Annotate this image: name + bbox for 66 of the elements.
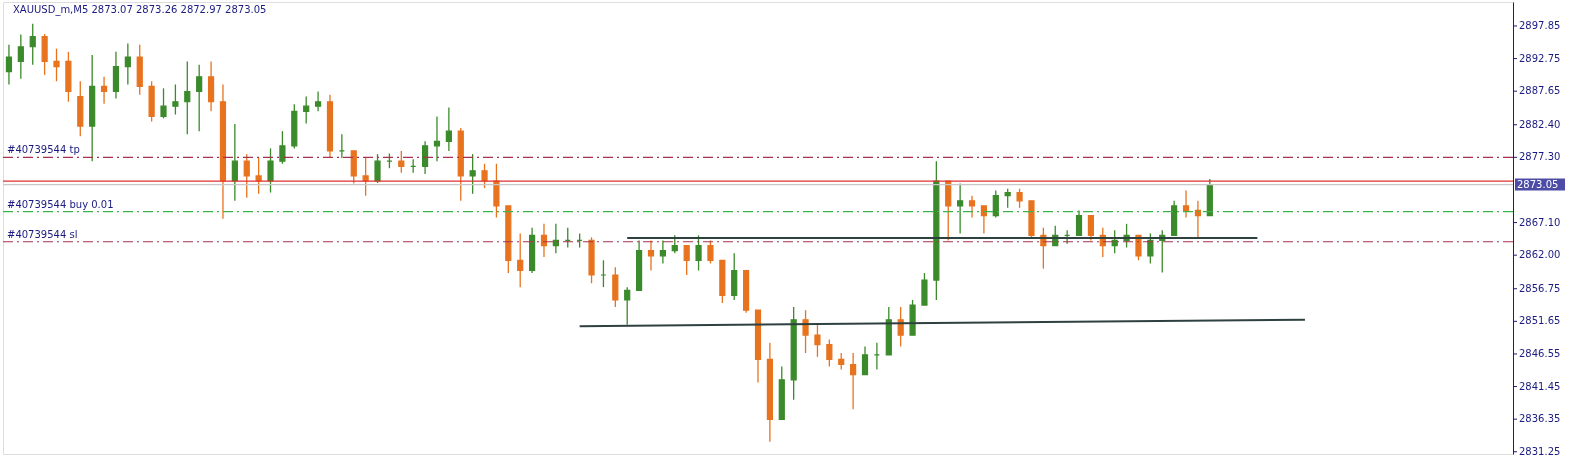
candlestick bbox=[683, 244, 690, 276]
candlestick bbox=[1135, 234, 1142, 261]
candlestick bbox=[445, 106, 452, 152]
candlestick bbox=[968, 195, 976, 219]
y-tick-label: 2892.75 bbox=[1519, 52, 1561, 64]
candlestick bbox=[243, 153, 250, 199]
candlestick bbox=[826, 338, 833, 368]
candlestick bbox=[53, 48, 60, 82]
candlestick bbox=[100, 76, 108, 105]
candlestick bbox=[231, 123, 238, 202]
candlestick bbox=[267, 147, 274, 194]
candlestick bbox=[695, 234, 702, 272]
candlestick bbox=[279, 130, 286, 165]
y-tick-label: 2877.30 bbox=[1519, 151, 1561, 163]
candlestick bbox=[255, 157, 262, 195]
candlestick bbox=[421, 140, 429, 175]
candlestick bbox=[659, 239, 666, 265]
y-tick-label: 2851.65 bbox=[1519, 315, 1561, 327]
candlestick bbox=[303, 95, 310, 125]
candlestick bbox=[1147, 232, 1154, 265]
candlestick bbox=[992, 189, 999, 219]
candlestick bbox=[124, 42, 131, 86]
y-tick-label: 2841.45 bbox=[1519, 380, 1561, 392]
y-tick-label: 2846.55 bbox=[1519, 347, 1561, 359]
candlestick bbox=[1087, 214, 1095, 242]
candlestick bbox=[160, 87, 167, 120]
candlestick bbox=[469, 153, 476, 195]
candlestick bbox=[196, 64, 203, 132]
y-tick-label: 2831.25 bbox=[1519, 445, 1561, 457]
candlestick bbox=[1004, 188, 1011, 209]
candlestick bbox=[540, 223, 548, 258]
candlestick bbox=[624, 286, 631, 326]
candlestick bbox=[814, 322, 821, 358]
ref-line-label: #40739544 tp bbox=[7, 144, 80, 156]
candlestick bbox=[1016, 188, 1023, 209]
y-tick-label: 2862.00 bbox=[1519, 249, 1561, 261]
candlestick bbox=[362, 157, 369, 197]
candlestick bbox=[1182, 189, 1190, 219]
candlestick bbox=[17, 33, 24, 80]
candlestick bbox=[398, 150, 405, 174]
candlestick bbox=[481, 163, 488, 189]
y-tick-label: 2856.75 bbox=[1519, 282, 1561, 294]
ref-line-label: #40739544 buy 0.01 bbox=[7, 198, 114, 210]
ref-line-label: #40739544 sl bbox=[7, 228, 78, 240]
y-tick-label: 2882.40 bbox=[1519, 118, 1561, 130]
candlestick bbox=[172, 83, 179, 116]
candlestick bbox=[647, 239, 655, 272]
candlestick bbox=[5, 44, 13, 86]
candlestick bbox=[861, 345, 869, 376]
candlestick bbox=[1075, 209, 1083, 236]
y-tick-label: 2867.10 bbox=[1519, 216, 1561, 228]
y-tick-label: 2836.35 bbox=[1519, 413, 1561, 425]
candlestick bbox=[184, 60, 191, 135]
candlestick bbox=[374, 153, 381, 184]
candlestick bbox=[980, 205, 988, 235]
candlestick bbox=[517, 232, 524, 288]
ref-line-label: 2873.05 bbox=[1517, 178, 1559, 190]
chart-title: XAUUSD_m,M5 2873.07 2873.26 2872.97 2873.05 bbox=[13, 4, 267, 16]
candlestick bbox=[707, 239, 714, 265]
y-tick-label: 2897.85 bbox=[1519, 19, 1561, 31]
candlestick bbox=[314, 90, 322, 112]
candlestick bbox=[29, 23, 36, 66]
candlestick bbox=[850, 352, 857, 410]
y-tick-label: 2887.65 bbox=[1519, 85, 1561, 97]
candlestick bbox=[802, 309, 809, 354]
candlestick bbox=[957, 182, 964, 235]
